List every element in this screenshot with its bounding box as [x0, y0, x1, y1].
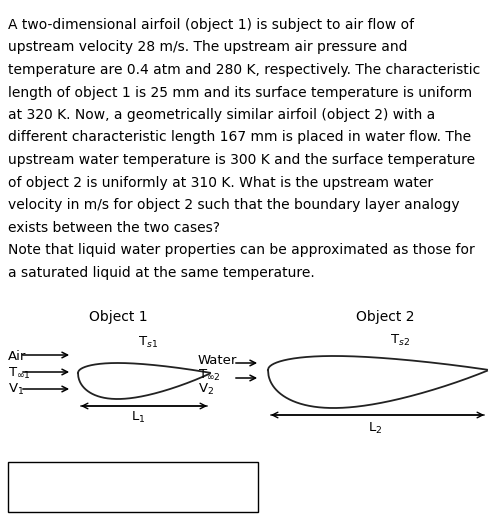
- Text: length of object 1 is 25 mm and its surface temperature is uniform: length of object 1 is 25 mm and its surf…: [8, 86, 472, 99]
- Text: T$_{\infty 2}$: T$_{\infty 2}$: [198, 368, 221, 383]
- Text: different characteristic length 167 mm is placed in water flow. The: different characteristic length 167 mm i…: [8, 130, 471, 145]
- Text: T$_{\infty 1}$: T$_{\infty 1}$: [8, 366, 31, 381]
- Text: of object 2 is uniformly at 310 K. What is the upstream water: of object 2 is uniformly at 310 K. What …: [8, 176, 433, 189]
- Text: Water: Water: [198, 354, 237, 367]
- Text: at 320 K. Now, a geometrically similar airfoil (object 2) with a: at 320 K. Now, a geometrically similar a…: [8, 108, 435, 122]
- Text: A two-dimensional airfoil (object 1) is subject to air flow of: A two-dimensional airfoil (object 1) is …: [8, 18, 414, 32]
- Text: Object 2: Object 2: [356, 310, 414, 324]
- Text: L$_2$: L$_2$: [368, 421, 382, 436]
- Text: Object 1: Object 1: [89, 310, 147, 324]
- Text: temperature are 0.4 atm and 280 K, respectively. The characteristic: temperature are 0.4 atm and 280 K, respe…: [8, 63, 480, 77]
- Text: upstream water temperature is 300 K and the surface temperature: upstream water temperature is 300 K and …: [8, 153, 475, 167]
- Text: T$_{s1}$: T$_{s1}$: [138, 335, 158, 350]
- Text: exists between the two cases?: exists between the two cases?: [8, 220, 220, 235]
- Text: V$_1$: V$_1$: [8, 382, 24, 397]
- Text: L$_1$: L$_1$: [131, 410, 145, 425]
- Text: V$_2$: V$_2$: [198, 382, 214, 397]
- Text: T$_{s2}$: T$_{s2}$: [390, 333, 410, 348]
- Text: upstream velocity 28 m/s. The upstream air pressure and: upstream velocity 28 m/s. The upstream a…: [8, 41, 408, 55]
- Text: velocity in m/s for object 2 such that the boundary layer analogy: velocity in m/s for object 2 such that t…: [8, 198, 459, 212]
- Text: Note that liquid water properties can be approximated as those for: Note that liquid water properties can be…: [8, 243, 475, 257]
- Text: a saturated liquid at the same temperature.: a saturated liquid at the same temperatu…: [8, 266, 315, 279]
- Text: Air: Air: [8, 350, 26, 363]
- Bar: [8, 462, 258, 512]
